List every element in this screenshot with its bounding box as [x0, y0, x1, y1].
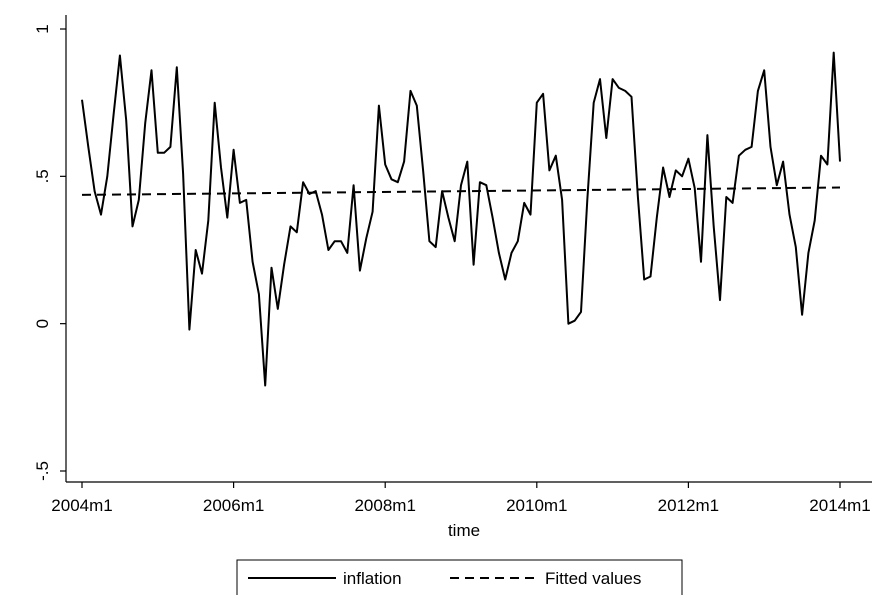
series-line-inflation [81, 51, 841, 387]
x-tick-label: 2012m1 [658, 496, 719, 515]
y-tick-label: -.5 [33, 461, 52, 481]
x-axis-title: time [448, 521, 480, 540]
x-tick-label: 2006m1 [203, 496, 264, 515]
legend: inflation Fitted values [236, 559, 683, 595]
x-tick-label: 2008m1 [354, 496, 415, 515]
plot-area: -.50.51 2004m1 2006m1 2008m1 2010m1 2012m1 20… [33, 15, 872, 515]
series-line-fitted-values [81, 186, 841, 196]
y-tick-label: .5 [33, 169, 52, 183]
legend-label-inflation: inflation [343, 569, 402, 588]
y-axis-ticks: -.5 0 .5 1 [33, 24, 66, 481]
y-tick-label: 1 [33, 24, 52, 33]
x-tick-label: 2014m1 [809, 496, 870, 515]
x-axis-ticks: 2004m1 2006m1 2008m1 2010m1 2012m1 2014m1 [51, 482, 871, 515]
x-tick-label: 2004m1 [51, 496, 112, 515]
legend-label-fitted-values: Fitted values [545, 569, 641, 588]
y-tick-label: 0 [33, 319, 52, 328]
series-layer [81, 51, 841, 387]
x-tick-label: 2010m1 [506, 496, 567, 515]
